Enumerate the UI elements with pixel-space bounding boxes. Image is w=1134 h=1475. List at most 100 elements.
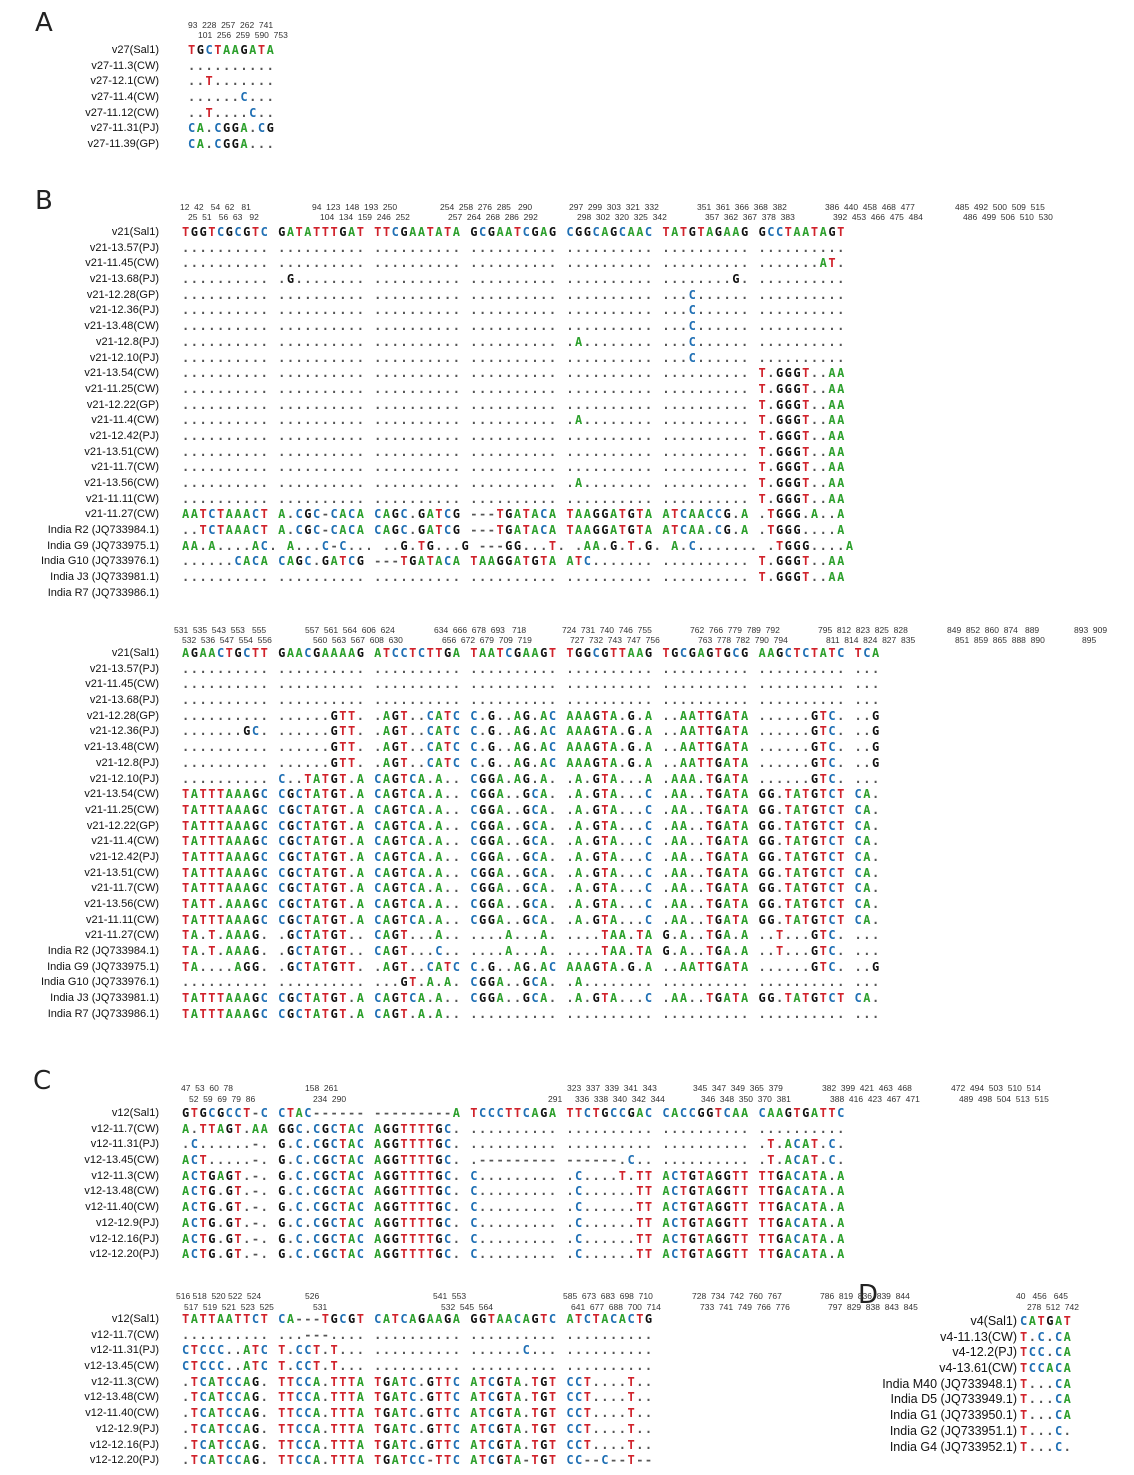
sequence-name: v27-11.12(CW) (85, 106, 159, 119)
sequence-name: v4(Sal1) (970, 1314, 1017, 1328)
position-numbers-top: 557 561 564 606 624 (305, 625, 395, 635)
alignment-row: .......... .......... .......... .......… (182, 350, 846, 365)
position-numbers-top: 323 337 339 341 343 (567, 1083, 657, 1093)
alignment-row: .......... .......... .......... .......… (182, 287, 846, 302)
position-numbers-top: 541 553 (433, 1291, 467, 1301)
sequence-name: v12-11.3(CW) (91, 1169, 159, 1182)
alignment-row: .......... .......... .......... .......… (182, 334, 846, 349)
sequence-name: v21-11.25(CW) (85, 803, 159, 816)
alignment-row: ACTG.GT.-. G.C.CGCTAC AGGTTTTGC. C......… (182, 1231, 846, 1246)
position-numbers-top: 728 734 742 760 767 (692, 1291, 782, 1301)
sequence-name: v21-13.56(CW) (84, 477, 159, 489)
position-numbers-bottom: 763 778 782 790 794 (698, 635, 788, 645)
panel-a-alignment: TGCTAAGATA.......... ..T....... ......C...… (188, 43, 275, 153)
panel-c2-alignment: TATTAATTCT CA---TGCGT CATCAGAAGA GGTAACA… (182, 1312, 654, 1469)
position-numbers-bottom: 727 732 743 747 756 (570, 635, 660, 645)
sequence-name: v21-11.27(CW) (85, 929, 159, 942)
sequence-name: India R2 (JQ733984.1) (47, 524, 159, 537)
alignment-row: ACTG.GT.-. G.C.CGCTAC AGGTTTTGC. C......… (182, 1200, 846, 1215)
position-numbers-top: 254 258 276 285 290 (440, 202, 533, 212)
panel-d-positions-top: 40 456 645 (1016, 1291, 1068, 1301)
sequence-name: v27(Sal1) (111, 44, 159, 56)
sequence-name: v21-13.51(CW) (84, 445, 159, 458)
alignment-row: .......... .......... .......... .......… (182, 319, 846, 334)
alignment-row: CA.CGGA... (188, 137, 276, 152)
alignment-row: .......... ......GTT. .AGT..CATC C.G..AG… (182, 708, 881, 723)
sequence-name: v21(Sal1) (111, 226, 159, 238)
sequence-name: v21-11.11(CW) (86, 492, 159, 505)
sequence-name: v21-13.68(PJ) (89, 694, 159, 707)
panel-b2-sequence-names: v21(Sal1) v21-13.57(PJ) v21-11.45(CW) v21-1… (41, 646, 159, 1023)
alignment-row: TA....AGG. .GCTATGTT. .AGT..CATC C.G..AG… (182, 959, 881, 974)
sequence-name: v21-12.36(PJ) (89, 725, 159, 738)
sequence-name: v12-11.7(CW) (91, 1122, 159, 1135)
alignment-row: AATCTAAACT A.CGC-CACA CAGC.GATCG ---TGAT… (182, 507, 846, 522)
sequence-name: v12-13.48(CW) (84, 1185, 159, 1198)
alignment-row: AA.A....AC. A...C-C... ..G.TG...G ---GG.… (182, 538, 855, 553)
alignment-row: .TCATCCAG. TTCCA.TTTA TGATC.GTTC ATCGTA.… (182, 1406, 654, 1421)
position-numbers-bottom: 336 338 340 342 344 (575, 1094, 665, 1104)
sequence-name: India R2 (JQ733984.1) (47, 945, 159, 958)
panel-b1-sequence-names: v21(Sal1) v21-13.57(PJ) v21-11.45(CW) v21-1… (41, 225, 159, 602)
panel-c1-alignment: GTGCGCCT-C CTAC------ ---------A TCCCTTC… (182, 1106, 846, 1263)
alignment-row: .......... ......GTT. .AGT..CATC C.G..AG… (182, 740, 881, 755)
sequence-name: India D5 (JQ733949.1) (890, 1392, 1017, 1407)
alignment-row: .......... C..TATGT.A CAGTCA.A.. CGGA.AG… (182, 771, 881, 786)
position-numbers-bottom: 641 677 688 700 714 (571, 1302, 661, 1312)
alignment-row: .TCATCCAG. TTCCA.TTTA TGATCC-TTC ATCGTA-… (182, 1453, 654, 1468)
alignment-row: .C......-. G.C.CGCTAC AGGTTTTGC. .......… (182, 1137, 846, 1152)
position-numbers-bottom: 797 829 838 843 845 (828, 1302, 918, 1312)
position-numbers-bottom: 357 362 367 378 383 (705, 212, 795, 222)
alignment-row: TATT.AAAGC CGCTATGT.A CAGTCA.A.. CGGA..G… (182, 897, 881, 911)
position-numbers-top: 531 535 543 553 555 (174, 625, 267, 635)
sequence-name: v21-13.68(PJ) (89, 273, 159, 286)
alignment-row: TGGTCGCGTC GATATTTGAT TTCGAATATA GCGAATC… (182, 225, 846, 239)
alignment-row: T...CA (1020, 1376, 1073, 1391)
position-numbers-top: 634 666 678 693 718 (434, 625, 527, 635)
sequence-name: v12-12.16(PJ) (89, 1438, 159, 1451)
alignment-row: TATTTAAAGC CGCTATGT.A CAGTCA.A.. CGGA..G… (182, 881, 881, 896)
alignment-row: .......... .......... .......... .......… (182, 661, 881, 676)
position-numbers-bottom: 895 (1082, 635, 1097, 645)
sequence-name: v21-11.4(CW) (91, 414, 159, 427)
position-numbers-bottom: 811 814 824 827 835 (826, 635, 916, 645)
sequence-name: v12-13.45(CW) (84, 1154, 159, 1167)
alignment-row: .......GC. ......GTT. .AGT..CATC C.G..AG… (182, 724, 881, 739)
sequence-name: v21-13.48(CW) (84, 320, 159, 333)
position-numbers-bottom: 234 290 (313, 1094, 347, 1104)
position-numbers-bottom: 346 348 350 370 381 (701, 1094, 791, 1104)
alignment-row: ACTG.GT.-. G.C.CGCTAC AGGTTTTGC. C......… (182, 1184, 846, 1199)
sequence-name: v21-13.57(PJ) (89, 241, 159, 254)
sequence-name: v21-12.28(GP) (86, 288, 159, 301)
sequence-name: India G10 (JQ733976.1) (40, 976, 159, 989)
position-numbers-top: 526 (305, 1291, 320, 1301)
panel-d-sequence-names: v4(Sal1) v4-11.13(CW) v4-12.2(PJ) v4-13.61(… (882, 1314, 1017, 1455)
sequence-name: India J3 (JQ733981.1) (50, 571, 159, 584)
sequence-name: v21-11.11(CW) (86, 913, 159, 926)
alignment-row: .......... .......... .......... .......… (182, 476, 846, 490)
sequence-name: v21-12.22(GP) (86, 819, 159, 832)
position-numbers-bottom: 257 264 268 286 292 (448, 212, 538, 222)
sequence-name: v4-13.61(CW) (939, 1361, 1017, 1376)
alignment-row: ACTG.GT.-. G.C.CGCTAC AGGTTTTGC. C......… (182, 1215, 846, 1230)
sequence-name: v21-11.45(CW) (85, 257, 159, 270)
alignment-row: .......... .......... .......... .......… (182, 428, 846, 443)
position-numbers-top: 94 123 148 193 250 (312, 202, 398, 212)
alignment-row: .......... .......... .......... .......… (182, 413, 846, 428)
panel-label-c: C (33, 1066, 52, 1096)
alignment-row: A.TTAGT.AA GGC.CGCTAC AGGTTTTGC. .......… (182, 1121, 846, 1136)
sequence-name: v12-12.20(PJ) (89, 1454, 159, 1467)
position-numbers-top: 382 399 421 463 468 (822, 1083, 912, 1093)
alignment-row: .TCATCCAG. TTCCA.TTTA TGATC.GTTC ATCGTA.… (182, 1421, 654, 1436)
panel-c2-sequence-names: v12(Sal1) v12-11.7(CW) v12-11.31(PJ) v12-13… (84, 1312, 159, 1469)
position-numbers-bottom: 532 536 547 554 556 (182, 635, 272, 645)
position-numbers-top: 724 731 740 746 755 (562, 625, 652, 635)
alignment-row: .......... .......... .......... .......… (182, 256, 846, 271)
sequence-name: India J3 (JQ733981.1) (50, 992, 159, 1005)
position-numbers-bottom: 291 (548, 1094, 563, 1104)
sequence-name: v21-12.42(PJ) (89, 850, 159, 863)
panel-a-sequence-names: v27(Sal1) v27-11.3(CW) v27-12.1(CW) v27-11.… (85, 43, 159, 153)
alignment-row: .TCATCCAG. TTCCA.TTTA TGATC.GTTC ATCGTA.… (182, 1437, 654, 1452)
sequence-name: v12-11.31(PJ) (90, 1138, 159, 1151)
sequence-name: v21-13.48(CW) (84, 741, 159, 754)
